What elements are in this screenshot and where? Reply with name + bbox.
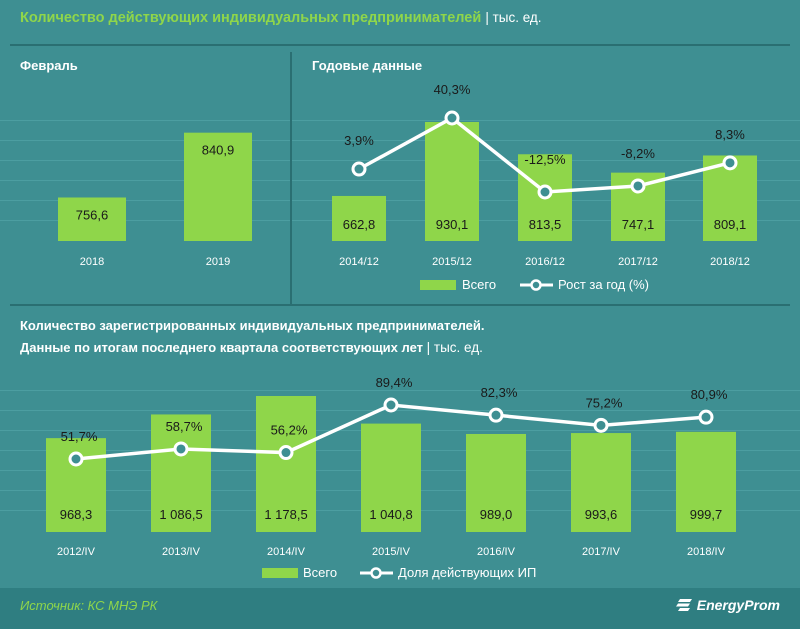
panel-divider bbox=[290, 52, 292, 304]
annual-growth-label-4: 8,3% bbox=[715, 127, 745, 142]
registered-bar-label-4: 989,0 bbox=[480, 507, 513, 522]
annual-legend-line-label: Рост за год (%) bbox=[558, 277, 649, 292]
registered-tick-0: 2012/IV bbox=[57, 546, 96, 558]
energyprom-logo[interactable]: EnergyProm bbox=[675, 597, 780, 613]
annual-growth-point-4 bbox=[722, 155, 738, 171]
annual-chart-title: Годовые данные bbox=[312, 58, 423, 73]
annual-growth-point-3 bbox=[630, 178, 646, 194]
registered-bar-3 bbox=[361, 423, 421, 532]
registered-share-point-2 bbox=[278, 445, 294, 461]
registered-share-label-2: 56,2% bbox=[271, 423, 308, 438]
registered-bar-1 bbox=[151, 414, 211, 532]
annual-bar-label-2: 813,5 bbox=[529, 217, 562, 232]
main-title: Количество действующих индивидуальных пр… bbox=[20, 10, 542, 26]
annual-growth-label-0: 3,9% bbox=[344, 133, 374, 148]
annual-bar-1 bbox=[425, 122, 479, 241]
registered-bar-5 bbox=[571, 433, 631, 532]
main-title-text: Количество действующих индивидуальных пр… bbox=[20, 10, 482, 26]
annual-legend-line-marker bbox=[530, 279, 542, 291]
annual-legend-bar-swatch bbox=[420, 280, 456, 290]
registered-tick-5: 2017/IV bbox=[582, 546, 621, 558]
registered-bar-label-3: 1 040,8 bbox=[369, 507, 412, 522]
registered-share-point-6 bbox=[698, 409, 714, 425]
feb-tick-2019: 2019 bbox=[206, 256, 230, 268]
registered-tick-1: 2013/IV bbox=[162, 546, 201, 558]
feb-bar-chart: 756,6 2018 840,9 2019 bbox=[58, 132, 252, 268]
registered-bar-label-2: 1 178,5 bbox=[264, 507, 307, 522]
registered-bar-6 bbox=[676, 431, 736, 532]
annual-bar-label-0: 662,8 bbox=[343, 217, 376, 232]
registered-share-label-0: 51,7% bbox=[61, 429, 98, 444]
registered-combo-chart: 968,3 2012/IV 1 086,5 2013/IV 1 178,5 2014/IV… bbox=[46, 375, 736, 580]
annual-legend-bar-label: Всего bbox=[462, 277, 496, 292]
annual-tick-0: 2014/12 bbox=[339, 256, 379, 268]
annual-combo-chart: 662,8 2014/12 930,1 2015/12 813,5 2016/12 747,… bbox=[332, 82, 757, 292]
annual-bar-label-4: 809,1 bbox=[714, 217, 747, 232]
annual-tick-3: 2017/12 bbox=[618, 256, 658, 268]
registered-legend-bar-label: Всего bbox=[303, 565, 337, 580]
energyprom-logo-icon bbox=[675, 599, 692, 611]
registered-chart-subtitle: Данные по итогам последнего квартала соо… bbox=[20, 340, 483, 355]
annual-tick-1: 2015/12 bbox=[432, 256, 472, 268]
title-separator bbox=[10, 44, 790, 46]
annual-growth-point-2 bbox=[537, 184, 553, 200]
registered-legend-line-marker bbox=[370, 567, 382, 579]
annual-growth-point-1 bbox=[444, 110, 460, 126]
feb-bar-2018 bbox=[58, 197, 126, 241]
registered-share-label-4: 82,3% bbox=[481, 385, 518, 400]
registered-share-point-0 bbox=[68, 451, 84, 467]
annual-growth-label-2: -12,5% bbox=[524, 152, 566, 167]
annual-growth-label-1: 40,3% bbox=[434, 82, 471, 97]
registered-legend-bar-swatch bbox=[262, 568, 298, 578]
registered-unit: | тыс. ед. bbox=[426, 340, 483, 355]
registered-share-label-3: 89,4% bbox=[376, 375, 413, 390]
registered-tick-6: 2018/IV bbox=[687, 546, 726, 558]
footer: Источник: КС МНЭ РК EnergyProm bbox=[0, 588, 800, 629]
annual-bar-label-1: 930,1 bbox=[436, 217, 469, 232]
registered-share-point-3 bbox=[383, 397, 399, 413]
annual-growth-point-0 bbox=[351, 161, 367, 177]
registered-subtitle-text: Данные по итогам последнего квартала соо… bbox=[20, 340, 424, 355]
feb-chart-title: Февраль bbox=[20, 58, 78, 73]
registered-bar-label-6: 999,7 bbox=[690, 507, 723, 522]
feb-bar-label-2018: 756,6 bbox=[76, 207, 109, 222]
registered-bar-label-1: 1 086,5 bbox=[159, 507, 202, 522]
registered-share-point-1 bbox=[173, 441, 189, 457]
logo-text: EnergyProm bbox=[696, 597, 780, 613]
registered-bar-2 bbox=[256, 396, 316, 532]
registered-share-label-1: 58,7% bbox=[166, 419, 203, 434]
source-note: Источник: КС МНЭ РК bbox=[20, 598, 158, 613]
registered-chart-title: Количество зарегистрированных индивидуал… bbox=[20, 318, 485, 333]
registered-tick-3: 2015/IV bbox=[372, 546, 411, 558]
registered-share-point-4 bbox=[488, 407, 504, 423]
feb-bar-2019 bbox=[184, 132, 252, 241]
registered-share-label-5: 75,2% bbox=[586, 395, 623, 410]
registered-bar-4 bbox=[466, 433, 526, 532]
registered-tick-2: 2014/IV bbox=[267, 546, 306, 558]
main-title-unit: | тыс. ед. bbox=[485, 10, 542, 25]
section-separator bbox=[10, 304, 790, 306]
feb-tick-2018: 2018 bbox=[80, 256, 104, 268]
registered-bar-label-5: 993,6 bbox=[585, 507, 618, 522]
registered-tick-4: 2016/IV bbox=[477, 546, 516, 558]
feb-bar-label-2019: 840,9 bbox=[202, 143, 235, 158]
registered-share-point-5 bbox=[593, 417, 609, 433]
registered-share-label-6: 80,9% bbox=[691, 387, 728, 402]
registered-bar-label-0: 968,3 bbox=[60, 507, 93, 522]
annual-growth-label-3: -8,2% bbox=[621, 146, 655, 161]
annual-bar-0 bbox=[332, 195, 386, 241]
annual-bar-label-3: 747,1 bbox=[622, 217, 655, 232]
annual-tick-4: 2018/12 bbox=[710, 256, 750, 268]
registered-legend-line-label: Доля действующих ИП bbox=[398, 565, 536, 580]
annual-tick-2: 2016/12 bbox=[525, 256, 565, 268]
